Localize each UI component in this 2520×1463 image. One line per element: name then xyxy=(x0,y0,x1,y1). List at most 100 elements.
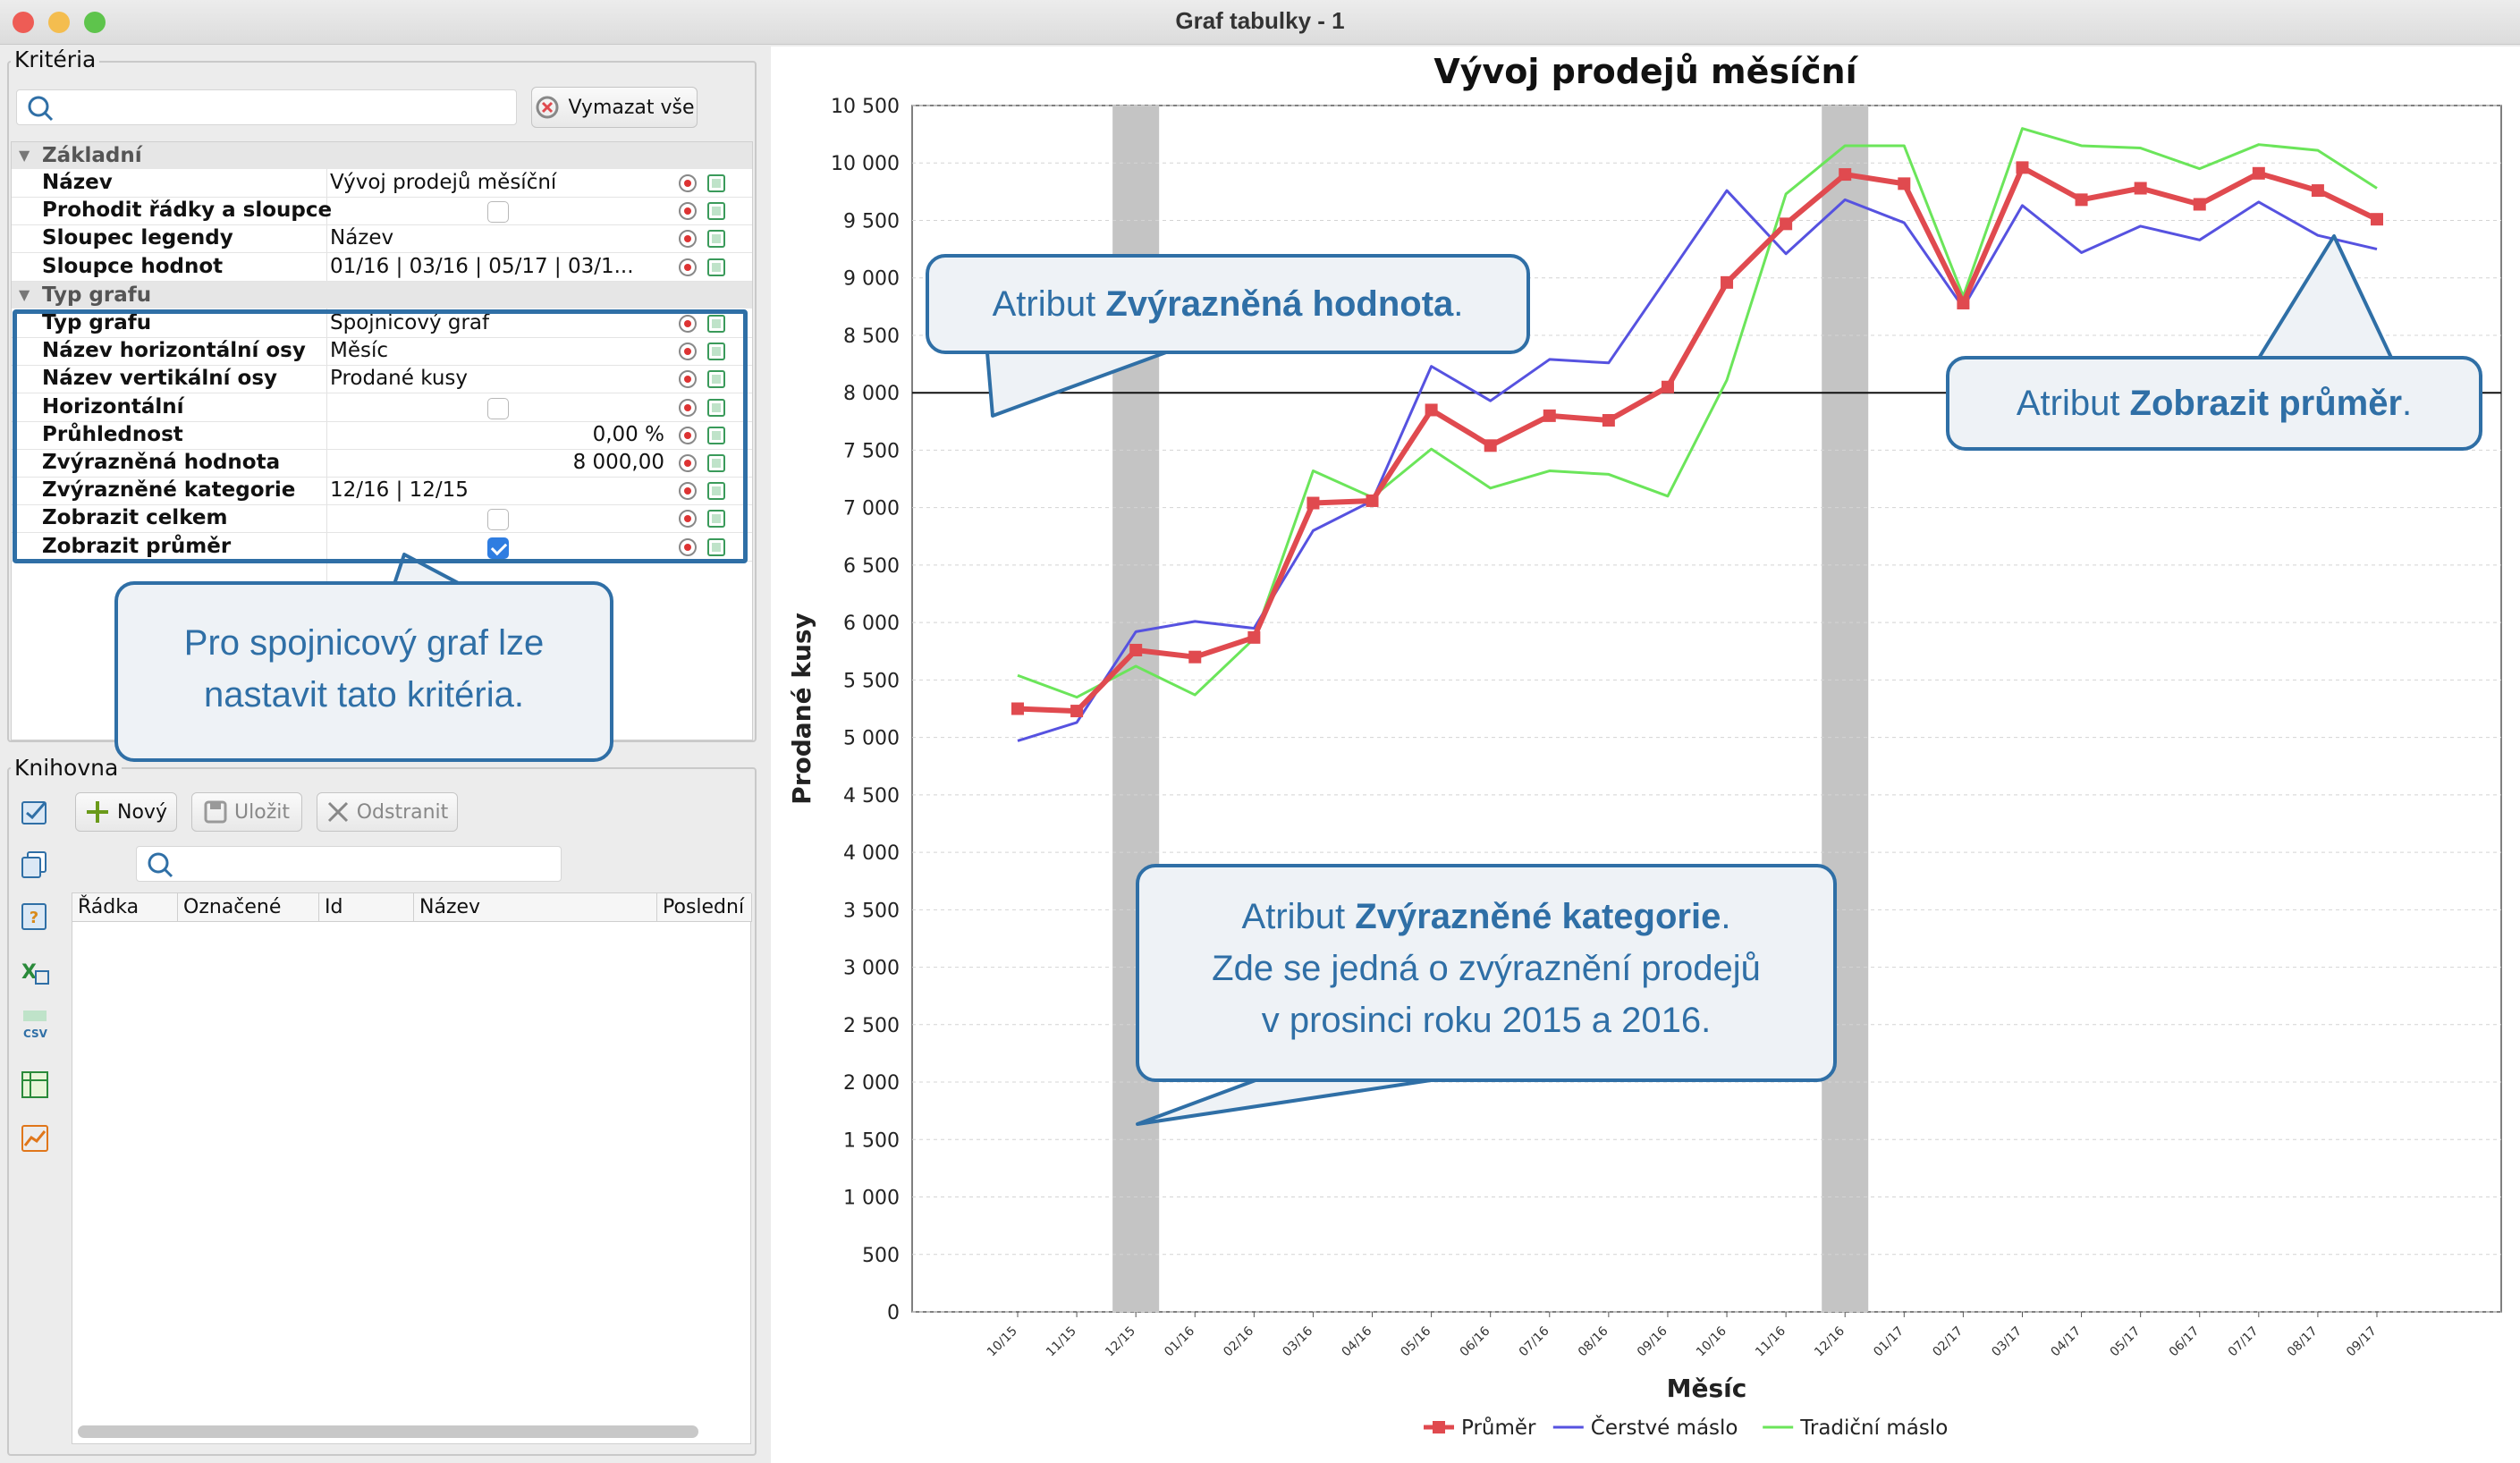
edit-icon[interactable] xyxy=(707,454,725,472)
delete-button[interactable]: Odstranit xyxy=(317,792,458,832)
search-icon xyxy=(148,852,173,878)
edit-icon[interactable] xyxy=(707,370,725,389)
reset-icon[interactable] xyxy=(679,315,697,333)
property-value[interactable]: 01/16 | 03/16 | 05/17 | 03/1... xyxy=(330,254,634,278)
reset-icon[interactable] xyxy=(679,454,697,472)
edit-icon[interactable] xyxy=(707,202,725,221)
y-tick-label: 500 xyxy=(862,1245,900,1267)
property-value[interactable]: Měsíc xyxy=(330,339,389,363)
property-row[interactable]: Sloupce hodnot 01/16 | 03/16 | 05/17 | 03… xyxy=(12,254,752,282)
edit-icon[interactable] xyxy=(20,798,50,828)
edit-icon[interactable] xyxy=(707,230,725,249)
x-tick-label: 03/16 xyxy=(1280,1323,1315,1359)
save-button[interactable]: Uložit xyxy=(191,792,302,832)
minimize-window-button[interactable] xyxy=(48,12,70,33)
property-row[interactable]: Typ grafu Spojnicový graf xyxy=(12,310,752,338)
property-value[interactable]: Prodané kusy xyxy=(330,367,469,391)
property-row[interactable]: Zvýrazněné kategorie 12/16 | 12/15 xyxy=(12,478,752,506)
new-button[interactable]: Nový xyxy=(75,792,177,832)
edit-icon[interactable] xyxy=(707,258,725,276)
reset-icon[interactable] xyxy=(679,370,697,389)
csv-export-icon[interactable]: CSV xyxy=(20,1009,50,1039)
property-value[interactable]: 12/16 | 12/15 xyxy=(330,478,469,503)
close-window-button[interactable] xyxy=(13,12,34,33)
column-header[interactable]: Řádka xyxy=(72,893,178,922)
copy-icon[interactable] xyxy=(20,850,50,880)
window-title: Graf tabulky - 1 xyxy=(1175,7,1345,34)
column-header[interactable]: Poslední zm xyxy=(657,893,752,922)
legend-label: Průměr xyxy=(1461,1416,1536,1440)
x-tick-label: 11/16 xyxy=(1753,1323,1789,1359)
y-tick-label: 2 500 xyxy=(843,1015,900,1037)
chart-icon[interactable] xyxy=(20,1123,50,1154)
property-row[interactable]: Sloupec legendy Název xyxy=(12,225,752,254)
edit-icon[interactable] xyxy=(707,342,725,361)
reset-icon[interactable] xyxy=(679,510,697,529)
property-value[interactable]: Spojnicový graf xyxy=(330,311,490,334)
edit-icon[interactable] xyxy=(707,482,725,501)
clear-all-button[interactable]: Vymazat vše xyxy=(531,87,698,128)
reset-icon[interactable] xyxy=(679,398,697,417)
y-tick-label: 0 xyxy=(887,1302,900,1324)
edit-icon[interactable] xyxy=(707,315,725,333)
property-checkbox[interactable] xyxy=(487,509,509,531)
property-value[interactable]: Název xyxy=(330,226,394,250)
property-checkbox[interactable] xyxy=(487,397,509,419)
group-basic[interactable]: ▼ Základní xyxy=(12,142,752,169)
help-icon[interactable]: ? xyxy=(20,901,50,932)
reset-icon[interactable] xyxy=(679,426,697,444)
criteria-search-input[interactable] xyxy=(16,89,517,125)
reset-icon[interactable] xyxy=(679,258,697,276)
property-row[interactable]: Prohodit řádky a sloupce xyxy=(12,198,752,226)
reset-icon[interactable] xyxy=(679,537,697,556)
y-tick-label: 6 000 xyxy=(843,613,900,635)
property-row[interactable]: Název vertikální osy Prodané kusy xyxy=(12,366,752,394)
property-name: Průhlednost xyxy=(42,422,183,446)
library-table[interactable]: Řádka Označené Id Název Poslední zm xyxy=(72,892,752,1444)
property-row[interactable]: Zvýrazněná hodnota 8 000,00 xyxy=(12,450,752,478)
column-header[interactable]: Označené xyxy=(178,893,319,922)
property-row[interactable]: Zobrazit celkem xyxy=(12,505,752,534)
svg-text:CSV: CSV xyxy=(23,1027,48,1039)
reset-icon[interactable] xyxy=(679,342,697,361)
zoom-window-button[interactable] xyxy=(84,12,106,33)
edit-icon[interactable] xyxy=(707,174,725,192)
property-value[interactable]: 8 000,00 xyxy=(572,451,664,474)
edit-icon[interactable] xyxy=(707,510,725,529)
property-checkbox[interactable] xyxy=(487,201,509,224)
property-row[interactable]: Název horizontální osy Měsíc xyxy=(12,338,752,367)
reset-icon[interactable] xyxy=(679,482,697,501)
data-point xyxy=(1780,217,1793,231)
reset-icon[interactable] xyxy=(679,230,697,249)
library-panel xyxy=(7,767,757,1456)
reset-icon[interactable] xyxy=(679,202,697,221)
property-value[interactable]: 0,00 % xyxy=(592,422,664,446)
y-tick-label: 9 500 xyxy=(843,210,900,233)
property-row[interactable]: Název Vývoj prodejů měsíční xyxy=(12,170,752,198)
x-tick-label: 04/17 xyxy=(2049,1324,2084,1360)
callout-show-average: Atribut Zobrazit průměr. xyxy=(1946,356,2482,451)
excel-export-icon[interactable]: X xyxy=(20,957,50,987)
x-tick-label: 08/16 xyxy=(1576,1323,1611,1359)
column-header[interactable]: Název xyxy=(414,893,657,922)
y-tick-label: 10 000 xyxy=(831,153,900,175)
property-row[interactable]: Průhlednost 0,00 % xyxy=(12,422,752,450)
group-chart-type[interactable]: ▼ Typ grafu xyxy=(12,282,752,309)
property-checkbox[interactable] xyxy=(487,537,509,559)
library-search-input[interactable] xyxy=(136,846,562,882)
x-tick-label: 08/17 xyxy=(2285,1324,2321,1360)
edit-icon[interactable] xyxy=(707,398,725,417)
table-icon[interactable] xyxy=(20,1070,50,1100)
horizontal-scrollbar[interactable] xyxy=(78,1425,698,1438)
reset-icon[interactable] xyxy=(679,174,697,192)
edit-icon[interactable] xyxy=(707,426,725,444)
property-row[interactable]: Horizontální xyxy=(12,394,752,422)
criteria-legend: Kritéria xyxy=(11,47,100,72)
save-icon xyxy=(204,800,227,824)
data-point xyxy=(1307,496,1320,510)
property-value[interactable]: Vývoj prodejů měsíční xyxy=(330,171,557,194)
column-header[interactable]: Id xyxy=(319,893,414,922)
edit-icon[interactable] xyxy=(707,537,725,556)
property-name: Zobrazit celkem xyxy=(42,506,228,530)
property-row[interactable]: Zobrazit průměr xyxy=(12,534,752,562)
